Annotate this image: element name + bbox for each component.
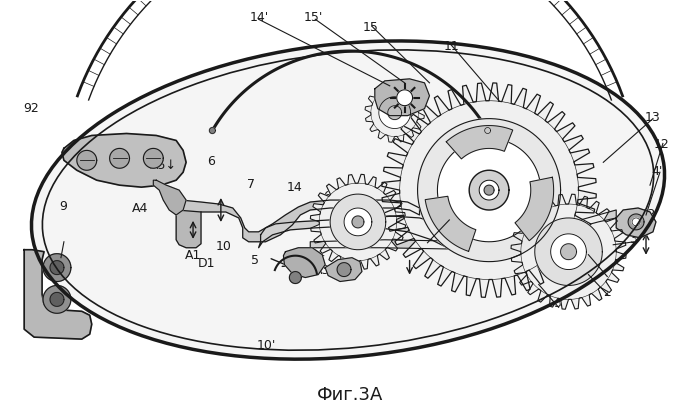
Polygon shape — [382, 83, 596, 297]
Text: 92: 92 — [24, 102, 39, 115]
Text: 3': 3' — [629, 233, 641, 246]
Polygon shape — [484, 185, 494, 195]
Polygon shape — [25, 250, 92, 339]
Text: 14: 14 — [286, 181, 302, 194]
Text: A1: A1 — [186, 249, 202, 262]
Polygon shape — [561, 244, 577, 260]
Polygon shape — [43, 254, 71, 282]
Text: 13: 13 — [645, 111, 660, 124]
Polygon shape — [628, 214, 644, 230]
Polygon shape — [176, 200, 355, 242]
Polygon shape — [469, 170, 509, 210]
Polygon shape — [330, 194, 386, 250]
Text: 4': 4' — [652, 165, 663, 178]
Polygon shape — [153, 180, 186, 215]
Text: 6': 6' — [323, 190, 335, 203]
Polygon shape — [176, 210, 201, 248]
Text: 15': 15' — [304, 11, 323, 25]
Polygon shape — [284, 248, 326, 277]
Text: 15: 15 — [363, 20, 379, 34]
Text: A4: A4 — [132, 201, 148, 215]
Polygon shape — [484, 128, 491, 134]
Polygon shape — [337, 262, 351, 277]
Text: 5: 5 — [251, 254, 260, 267]
Polygon shape — [551, 234, 587, 270]
Polygon shape — [43, 285, 71, 313]
Text: A3: A3 — [314, 264, 330, 277]
Polygon shape — [144, 149, 163, 168]
Text: D1: D1 — [198, 257, 216, 270]
Polygon shape — [209, 128, 216, 134]
Polygon shape — [344, 208, 372, 236]
Text: 13: 13 — [420, 235, 436, 248]
Polygon shape — [326, 258, 362, 282]
Text: 12: 12 — [654, 138, 669, 151]
Text: 3: 3 — [553, 297, 561, 310]
Text: 7: 7 — [247, 178, 256, 191]
Polygon shape — [515, 177, 554, 241]
Polygon shape — [50, 261, 64, 275]
Polygon shape — [110, 149, 130, 168]
Polygon shape — [310, 210, 616, 250]
Polygon shape — [258, 216, 469, 255]
Polygon shape — [289, 272, 301, 283]
Polygon shape — [355, 200, 419, 215]
Text: 14': 14' — [250, 11, 270, 25]
Polygon shape — [632, 218, 640, 226]
Polygon shape — [535, 218, 602, 285]
Polygon shape — [77, 151, 97, 170]
Polygon shape — [447, 126, 512, 159]
Polygon shape — [616, 208, 656, 238]
Polygon shape — [479, 180, 499, 200]
Ellipse shape — [32, 41, 664, 359]
Polygon shape — [50, 292, 64, 306]
Polygon shape — [438, 139, 540, 242]
Text: 8: 8 — [388, 212, 395, 225]
Polygon shape — [397, 90, 412, 106]
Text: 10': 10' — [257, 339, 276, 352]
Text: 2: 2 — [603, 286, 611, 299]
Text: A5↓: A5↓ — [150, 159, 177, 172]
Polygon shape — [425, 196, 476, 251]
Polygon shape — [374, 79, 430, 116]
Polygon shape — [310, 174, 405, 270]
Text: A2: A2 — [639, 208, 656, 221]
Polygon shape — [62, 134, 186, 187]
Text: 10: 10 — [216, 240, 232, 253]
Polygon shape — [388, 106, 402, 119]
Text: Фиг.3А: Фиг.3А — [317, 386, 383, 404]
Text: 9: 9 — [60, 200, 67, 213]
Polygon shape — [418, 119, 561, 262]
Polygon shape — [352, 216, 364, 228]
Text: 4: 4 — [317, 248, 325, 261]
Text: 6: 6 — [207, 155, 215, 168]
Polygon shape — [365, 83, 424, 142]
Polygon shape — [379, 97, 411, 129]
Text: 11: 11 — [444, 40, 459, 52]
Polygon shape — [511, 194, 626, 309]
